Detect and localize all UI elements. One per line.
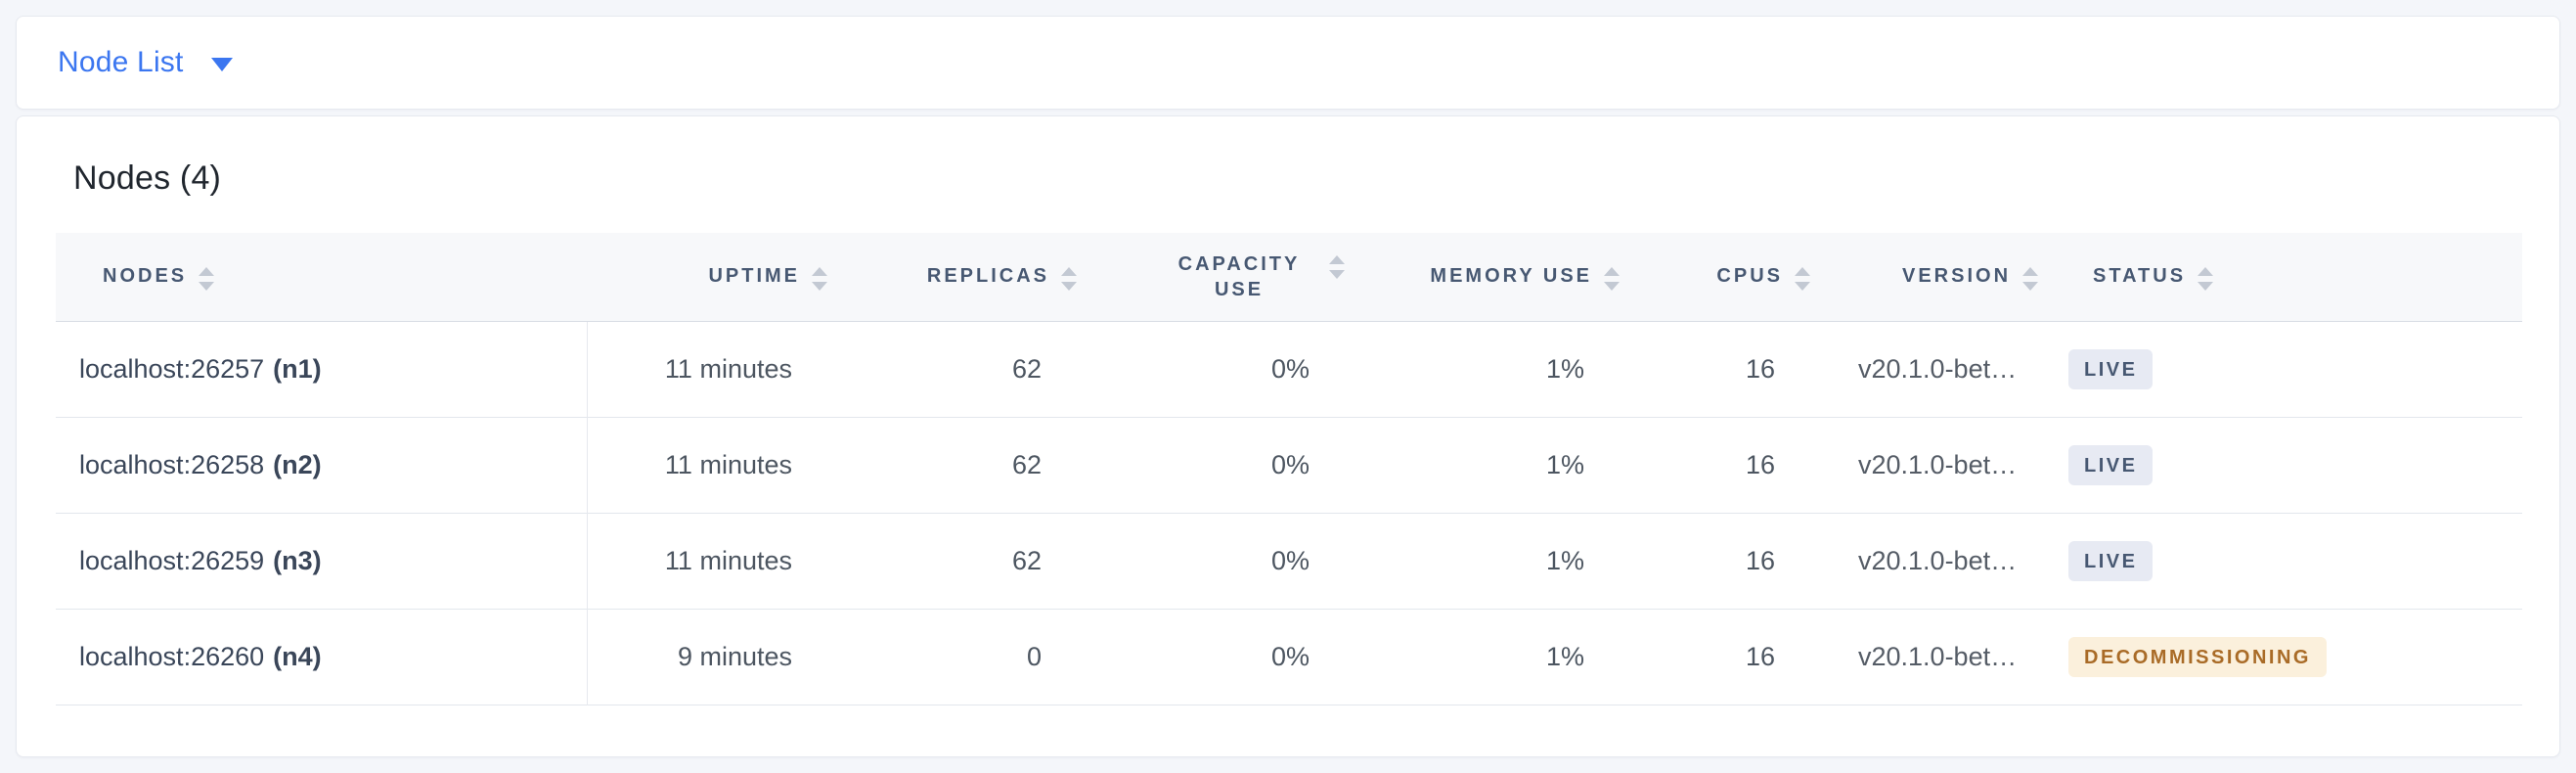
sort-icon <box>1604 263 1620 291</box>
replicas-cell: 0 <box>1026 641 1042 671</box>
sort-icon <box>1329 251 1345 279</box>
caret-down-icon <box>210 57 233 71</box>
sort-icon <box>1061 263 1077 291</box>
table-row: localhost:26259 (n3) 11 minutes 62 0% 1% … <box>56 513 2522 609</box>
node-id: (n1) <box>273 353 322 384</box>
cpus-cell: 16 <box>1745 353 1775 384</box>
memory-use-cell: 1% <box>1545 545 1584 575</box>
status-cell: LIVE <box>2044 321 2522 417</box>
status-badge: DECOMMISSIONING <box>2068 636 2327 677</box>
view-selector-card: Node List <box>16 16 2560 110</box>
version-cell: v20.1.0-bet… <box>1858 641 2018 671</box>
sort-icon <box>2022 263 2039 291</box>
table-header-row: NODES UPTIME REPLICAS <box>56 233 2522 322</box>
uptime-cell: 11 minutes <box>664 353 792 384</box>
uptime-cell: 11 minutes <box>664 449 792 479</box>
sort-icon <box>199 263 215 291</box>
column-header-status[interactable]: STATUS <box>2044 233 2522 322</box>
memory-use-cell: 1% <box>1545 449 1584 479</box>
capacity-use-cell: 0% <box>1270 545 1310 575</box>
cpus-cell: 16 <box>1745 545 1775 575</box>
status-cell: LIVE <box>2044 513 2522 609</box>
column-header-nodes[interactable]: NODES <box>56 233 587 322</box>
node-link[interactable]: localhost:26258 (n2) <box>79 449 322 479</box>
uptime-cell: 9 minutes <box>677 641 792 671</box>
node-link[interactable]: localhost:26257 (n1) <box>79 353 322 384</box>
status-badge: LIVE <box>2068 444 2154 485</box>
node-address-cell: localhost:26257 (n1) <box>56 321 588 417</box>
column-header-cpus[interactable]: CPUS <box>1623 233 1814 322</box>
node-id: (n3) <box>273 545 322 575</box>
node-id: (n2) <box>273 449 322 479</box>
capacity-use-cell: 0% <box>1270 449 1310 479</box>
nodes-card: Nodes (4) NODES UPTIME <box>16 115 2560 757</box>
view-mode-label: Node List <box>58 46 184 78</box>
column-header-version[interactable]: VERSION <box>1814 233 2044 322</box>
column-header-memory-use[interactable]: MEMORY USE <box>1349 233 1623 322</box>
column-header-capacity-use[interactable]: CAPACITY USE <box>1081 233 1349 322</box>
column-header-uptime[interactable]: UPTIME <box>587 233 831 322</box>
node-address-cell: localhost:26260 (n4) <box>56 609 588 705</box>
node-list-table: NODES UPTIME REPLICAS <box>56 233 2522 705</box>
cpus-cell: 16 <box>1745 641 1775 671</box>
version-cell: v20.1.0-bet… <box>1858 545 2018 575</box>
sort-icon <box>1795 263 1810 291</box>
column-header-replicas[interactable]: REPLICAS <box>831 233 1081 322</box>
status-badge: LIVE <box>2068 348 2154 389</box>
uptime-cell: 11 minutes <box>664 545 792 575</box>
node-address-cell: localhost:26258 (n2) <box>56 417 588 513</box>
node-id: (n4) <box>273 641 322 671</box>
node-link[interactable]: localhost:26259 (n3) <box>79 545 322 575</box>
sort-icon <box>812 263 827 291</box>
capacity-use-cell: 0% <box>1270 353 1310 384</box>
table-row: localhost:26258 (n2) 11 minutes 62 0% 1% … <box>56 417 2522 513</box>
view-mode-dropdown[interactable]: Node List <box>58 46 233 79</box>
node-link[interactable]: localhost:26260 (n4) <box>79 641 322 671</box>
replicas-cell: 62 <box>1011 545 1042 575</box>
memory-use-cell: 1% <box>1545 353 1584 384</box>
page-title: Nodes (4) <box>73 159 222 197</box>
sort-icon <box>2198 263 2214 291</box>
status-cell: LIVE <box>2044 417 2522 513</box>
version-cell: v20.1.0-bet… <box>1858 353 2018 384</box>
version-cell: v20.1.0-bet… <box>1858 449 2018 479</box>
table-row: localhost:26260 (n4) 9 minutes 0 0% 1% 16… <box>56 609 2522 705</box>
status-cell: DECOMMISSIONING <box>2044 609 2522 705</box>
replicas-cell: 62 <box>1011 449 1042 479</box>
table-row: localhost:26257 (n1) 11 minutes 62 0% 1% … <box>56 321 2522 417</box>
replicas-cell: 62 <box>1011 353 1042 384</box>
memory-use-cell: 1% <box>1545 641 1584 671</box>
cpus-cell: 16 <box>1745 449 1775 479</box>
capacity-use-cell: 0% <box>1270 641 1310 671</box>
node-address-cell: localhost:26259 (n3) <box>56 513 588 609</box>
status-badge: LIVE <box>2068 540 2154 581</box>
